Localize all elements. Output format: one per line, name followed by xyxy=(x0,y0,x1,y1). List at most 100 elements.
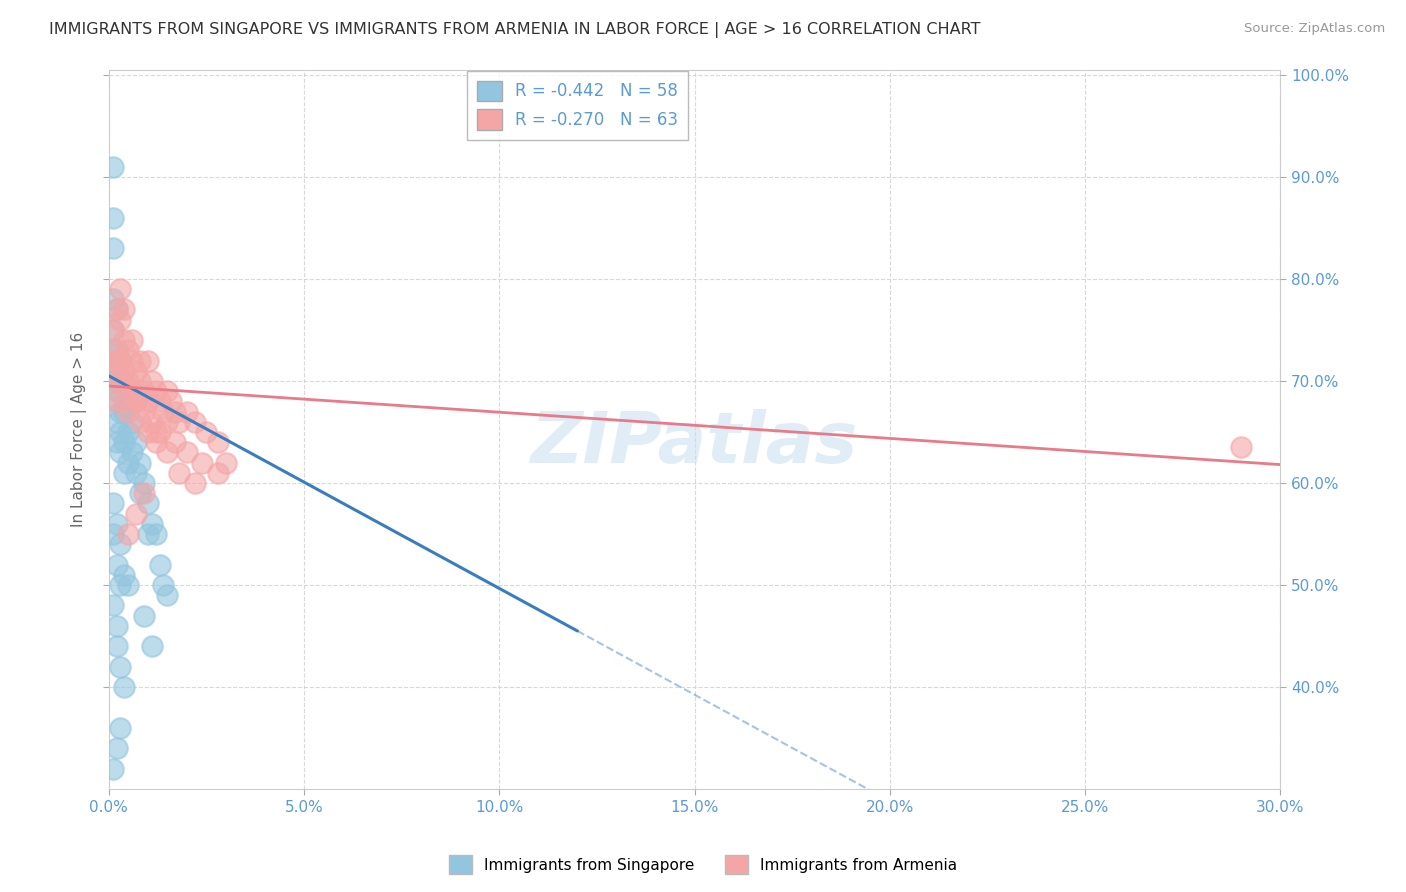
Point xyxy=(101,241,124,255)
Point xyxy=(117,343,139,358)
Point xyxy=(105,640,128,654)
Point xyxy=(110,282,132,296)
Point xyxy=(160,394,183,409)
Point xyxy=(156,384,179,398)
Point xyxy=(101,211,124,225)
Point xyxy=(117,425,139,439)
Point xyxy=(176,404,198,418)
Point xyxy=(105,364,128,378)
Point xyxy=(110,353,132,368)
Point xyxy=(112,364,135,378)
Point xyxy=(125,394,148,409)
Point xyxy=(132,475,155,490)
Point xyxy=(101,496,124,510)
Point xyxy=(145,435,167,450)
Point xyxy=(148,425,170,439)
Point xyxy=(125,507,148,521)
Point xyxy=(176,445,198,459)
Point xyxy=(165,404,187,418)
Point xyxy=(136,425,159,439)
Point xyxy=(101,762,124,776)
Point xyxy=(136,394,159,409)
Point xyxy=(101,599,124,613)
Point xyxy=(167,466,190,480)
Point xyxy=(121,353,143,368)
Point xyxy=(167,415,190,429)
Point xyxy=(117,394,139,409)
Point xyxy=(101,323,124,337)
Point xyxy=(112,333,135,347)
Point xyxy=(195,425,218,439)
Point xyxy=(105,435,128,450)
Point xyxy=(112,466,135,480)
Point xyxy=(156,588,179,602)
Point xyxy=(132,486,155,500)
Point xyxy=(112,394,135,409)
Point xyxy=(136,527,159,541)
Point xyxy=(207,435,229,450)
Legend: R = -0.442   N = 58, R = -0.270   N = 63: R = -0.442 N = 58, R = -0.270 N = 63 xyxy=(467,70,688,140)
Point xyxy=(121,445,143,459)
Point xyxy=(101,374,124,388)
Point xyxy=(117,404,139,418)
Point xyxy=(156,445,179,459)
Point xyxy=(129,486,152,500)
Point xyxy=(148,558,170,572)
Point xyxy=(117,374,139,388)
Point xyxy=(105,558,128,572)
Y-axis label: In Labor Force | Age > 16: In Labor Force | Age > 16 xyxy=(72,332,87,527)
Point xyxy=(110,425,132,439)
Point xyxy=(101,160,124,174)
Point xyxy=(136,394,159,409)
Text: IMMIGRANTS FROM SINGAPORE VS IMMIGRANTS FROM ARMENIA IN LABOR FORCE | AGE > 16 C: IMMIGRANTS FROM SINGAPORE VS IMMIGRANTS … xyxy=(49,22,981,38)
Point xyxy=(136,496,159,510)
Point xyxy=(105,302,128,317)
Point xyxy=(145,384,167,398)
Point xyxy=(117,578,139,592)
Point xyxy=(110,445,132,459)
Point xyxy=(105,343,128,358)
Point xyxy=(112,567,135,582)
Point xyxy=(207,466,229,480)
Point xyxy=(145,425,167,439)
Point xyxy=(129,456,152,470)
Text: ZIPatlas: ZIPatlas xyxy=(531,409,858,478)
Point xyxy=(129,353,152,368)
Point xyxy=(121,384,143,398)
Text: Source: ZipAtlas.com: Source: ZipAtlas.com xyxy=(1244,22,1385,36)
Point xyxy=(132,384,155,398)
Point xyxy=(101,343,124,358)
Point xyxy=(110,721,132,735)
Point xyxy=(152,404,174,418)
Point xyxy=(132,608,155,623)
Point xyxy=(129,374,152,388)
Point xyxy=(112,435,135,450)
Point xyxy=(1230,440,1253,454)
Point xyxy=(105,394,128,409)
Point xyxy=(105,741,128,756)
Point xyxy=(156,415,179,429)
Point xyxy=(110,312,132,326)
Point xyxy=(105,619,128,633)
Point xyxy=(125,435,148,450)
Point xyxy=(105,374,128,388)
Point xyxy=(125,394,148,409)
Point xyxy=(101,353,124,368)
Point xyxy=(125,364,148,378)
Point xyxy=(112,680,135,694)
Point xyxy=(105,343,128,358)
Point xyxy=(121,333,143,347)
Point xyxy=(141,640,163,654)
Point xyxy=(117,527,139,541)
Point xyxy=(105,384,128,398)
Point xyxy=(183,415,205,429)
Point xyxy=(215,456,238,470)
Point xyxy=(136,353,159,368)
Point xyxy=(101,527,124,541)
Point xyxy=(112,374,135,388)
Point xyxy=(117,456,139,470)
Point xyxy=(105,516,128,531)
Point xyxy=(165,435,187,450)
Point xyxy=(141,415,163,429)
Point xyxy=(183,475,205,490)
